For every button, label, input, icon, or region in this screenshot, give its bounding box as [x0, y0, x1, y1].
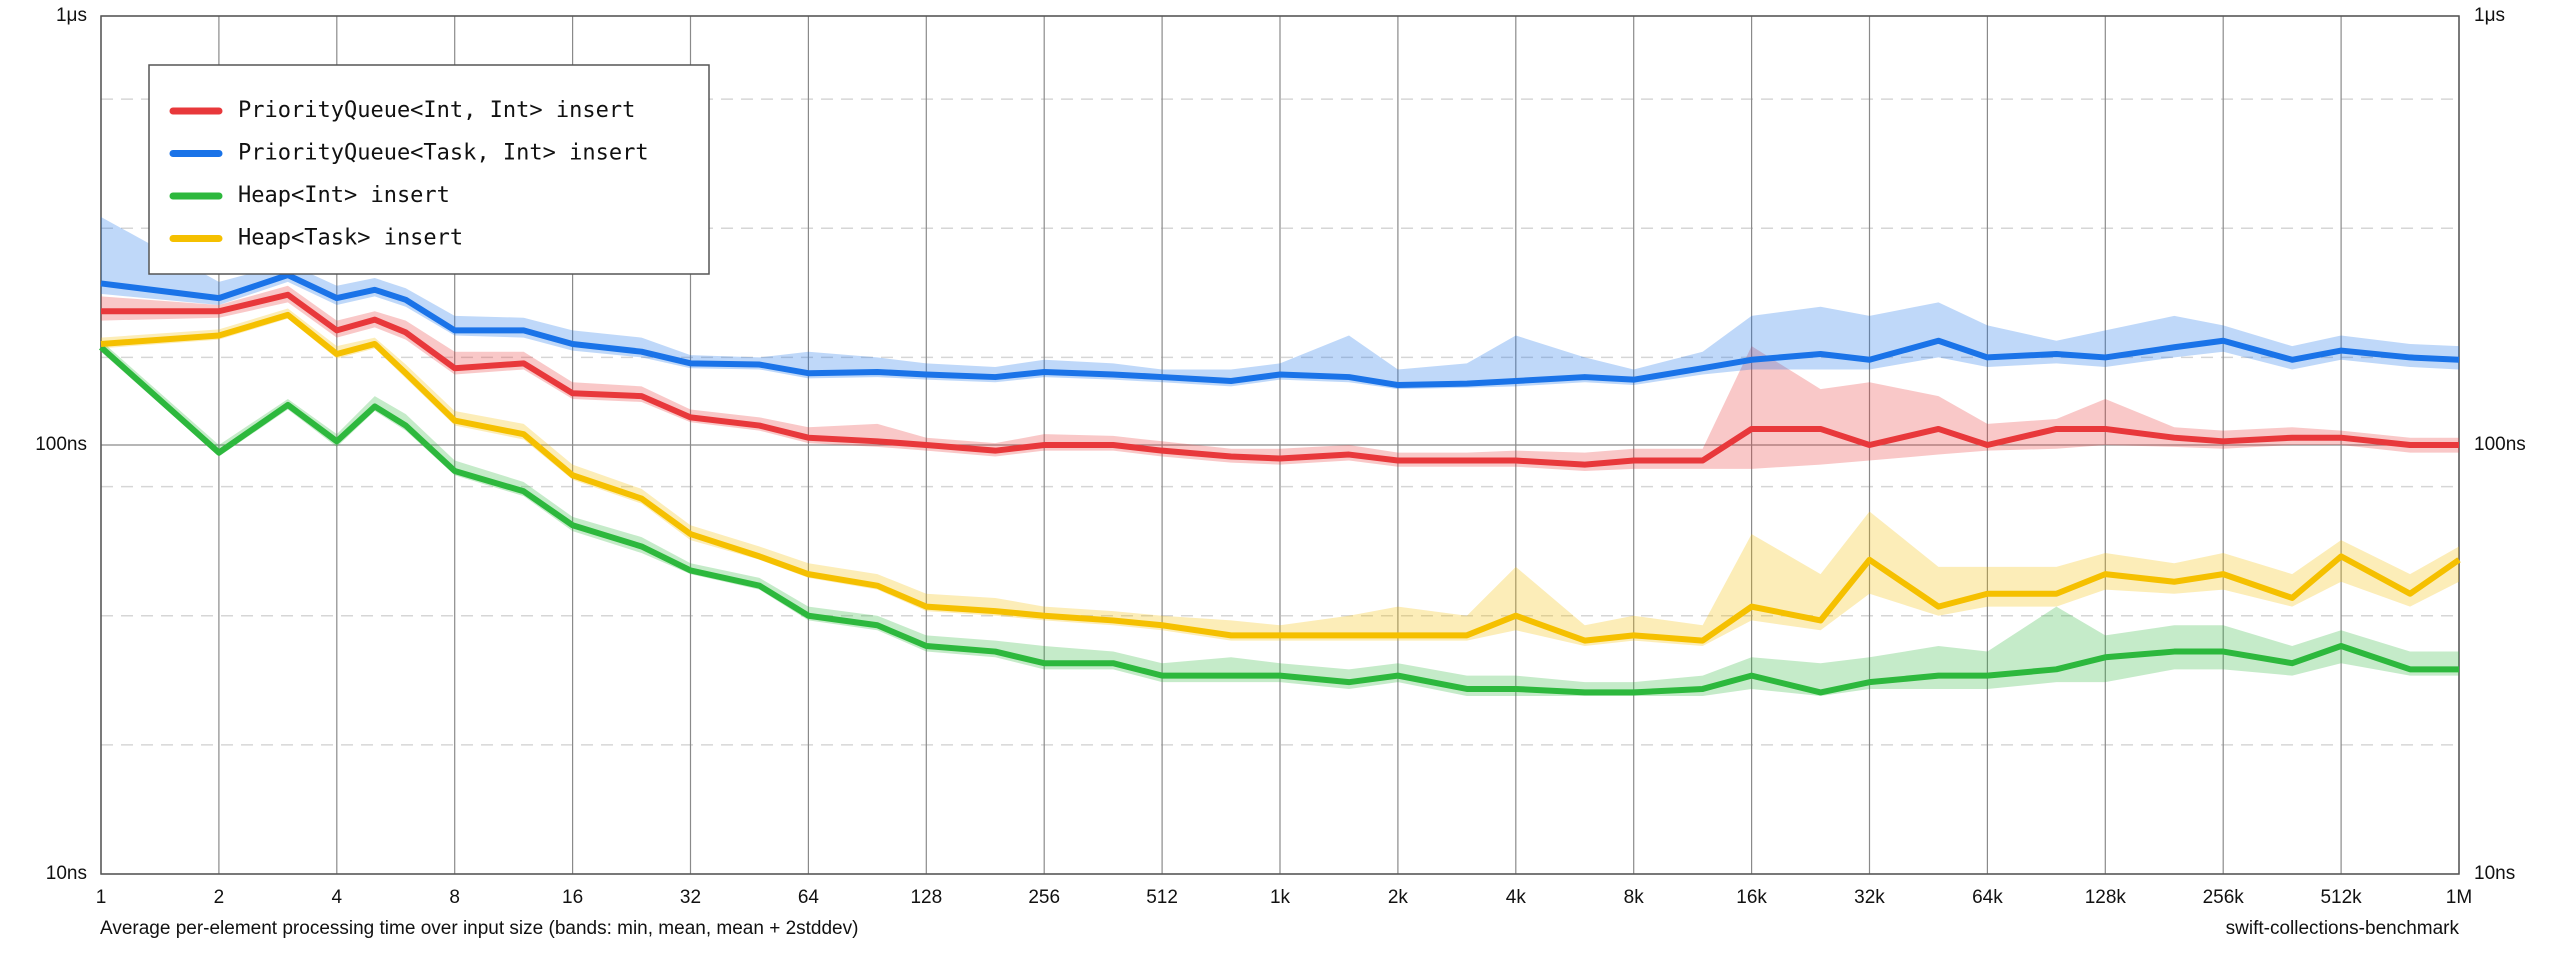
band	[101, 340, 2459, 696]
series-line	[99, 345, 2459, 696]
x-tick-label: 128	[910, 887, 942, 908]
x-tick-label: 2k	[1388, 887, 1409, 908]
x-tick-label: 1M	[2446, 887, 2472, 908]
x-tick-label: 512k	[2320, 887, 2362, 908]
legend-label: PriorityQueue<Int, Int> insert	[238, 98, 635, 123]
x-tick-label: 4k	[1506, 887, 1527, 908]
x-tick-label: 64	[798, 887, 820, 908]
y-tick-label-right: 10ns	[2474, 863, 2515, 884]
y-tick-label: 10ns	[46, 863, 87, 884]
legend-label: Heap<Task> insert	[238, 226, 463, 251]
legend-box	[148, 64, 710, 275]
credit: swift-collections-benchmark	[2226, 918, 2460, 939]
y-tick-label: 100ns	[35, 434, 87, 455]
x-tick-label: 2	[214, 887, 225, 908]
y-tick-label-right: 1μs	[2474, 5, 2505, 26]
legend-label: Heap<Int> insert	[238, 183, 450, 208]
series-line	[100, 311, 2461, 644]
x-tick-label: 8	[449, 887, 460, 908]
x-tick-label: 128k	[2085, 887, 2127, 908]
series-line	[101, 291, 2459, 468]
x-tick-label: 64k	[1972, 887, 2003, 908]
y-tick-label-right: 100ns	[2474, 434, 2526, 455]
x-tick-label: 16	[562, 887, 583, 908]
band	[101, 216, 2459, 390]
x-tick-label: 4	[332, 887, 343, 908]
y-tick-label: 1μs	[56, 5, 87, 26]
band	[101, 285, 2459, 471]
x-tick-label: 1k	[1270, 887, 1291, 908]
x-tick-label: 32	[680, 887, 701, 908]
x-tick-label: 8k	[1624, 887, 1645, 908]
footnote: Average per-element processing time over…	[100, 918, 858, 939]
series-line	[100, 272, 2460, 388]
x-tick-label: 16k	[1736, 887, 1767, 908]
x-tick-label: 512	[1146, 887, 1178, 908]
x-tick-label: 1	[96, 887, 107, 908]
x-tick-label: 256	[1028, 887, 1060, 908]
x-tick-label: 256k	[2203, 887, 2245, 908]
x-tick-label: 32k	[1854, 887, 1885, 908]
legend-label: PriorityQueue<Task, Int> insert	[238, 141, 649, 166]
